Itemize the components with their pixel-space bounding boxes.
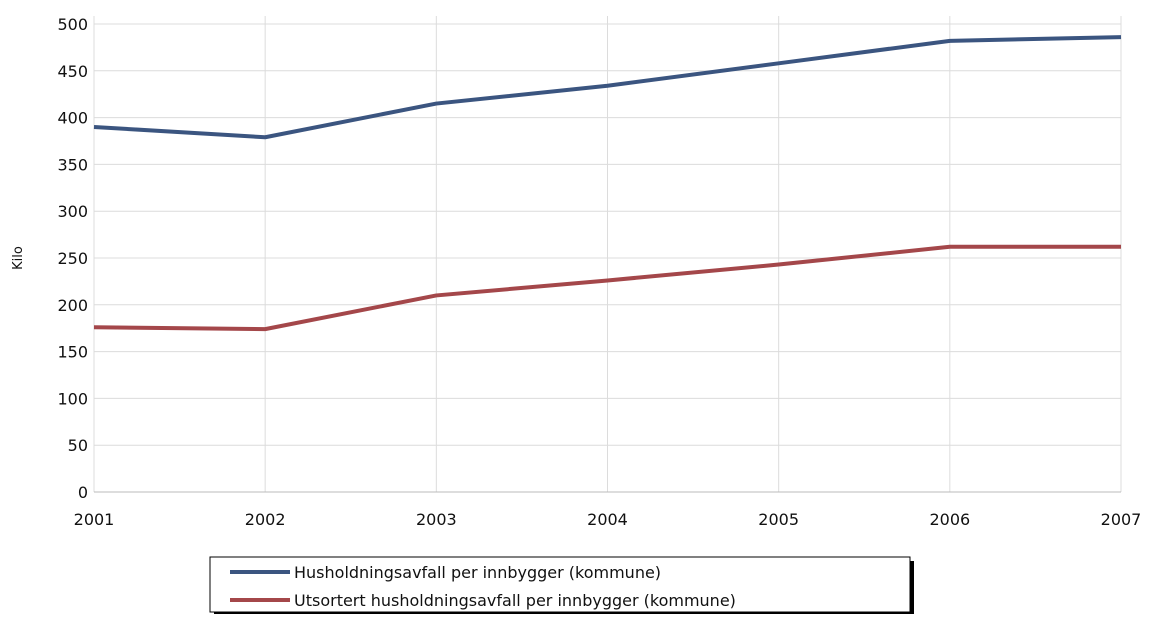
y-tick-label: 300 (57, 202, 88, 221)
legend-label: Husholdningsavfall per innbygger (kommun… (294, 563, 661, 582)
y-tick-label: 0 (78, 483, 88, 502)
y-tick-label: 250 (57, 249, 88, 268)
x-tick-label: 2004 (587, 510, 628, 529)
x-tick-label: 2001 (74, 510, 115, 529)
series-line (93, 244, 1121, 332)
x-tick-label: 2006 (929, 510, 970, 529)
y-tick-label: 150 (57, 343, 88, 362)
y-tick-label: 450 (57, 62, 88, 81)
y-axis-label: Kilo (11, 246, 26, 270)
y-tick-label: 100 (57, 389, 88, 408)
series-line (93, 35, 1122, 140)
x-tick-label: 2003 (416, 510, 457, 529)
y-tick-label: 400 (57, 109, 88, 128)
y-tick-label: 350 (57, 155, 88, 174)
y-tick-label: 50 (68, 436, 88, 455)
x-tick-label: 2007 (1101, 510, 1142, 529)
legend-box (209, 556, 911, 613)
legend-label: Utsortert husholdningsavfall per innbygg… (294, 591, 736, 610)
y-tick-label: 200 (57, 296, 88, 315)
x-tick-label: 2002 (245, 510, 286, 529)
y-tick-label: 500 (57, 15, 88, 34)
x-tick-label: 2005 (758, 510, 799, 529)
